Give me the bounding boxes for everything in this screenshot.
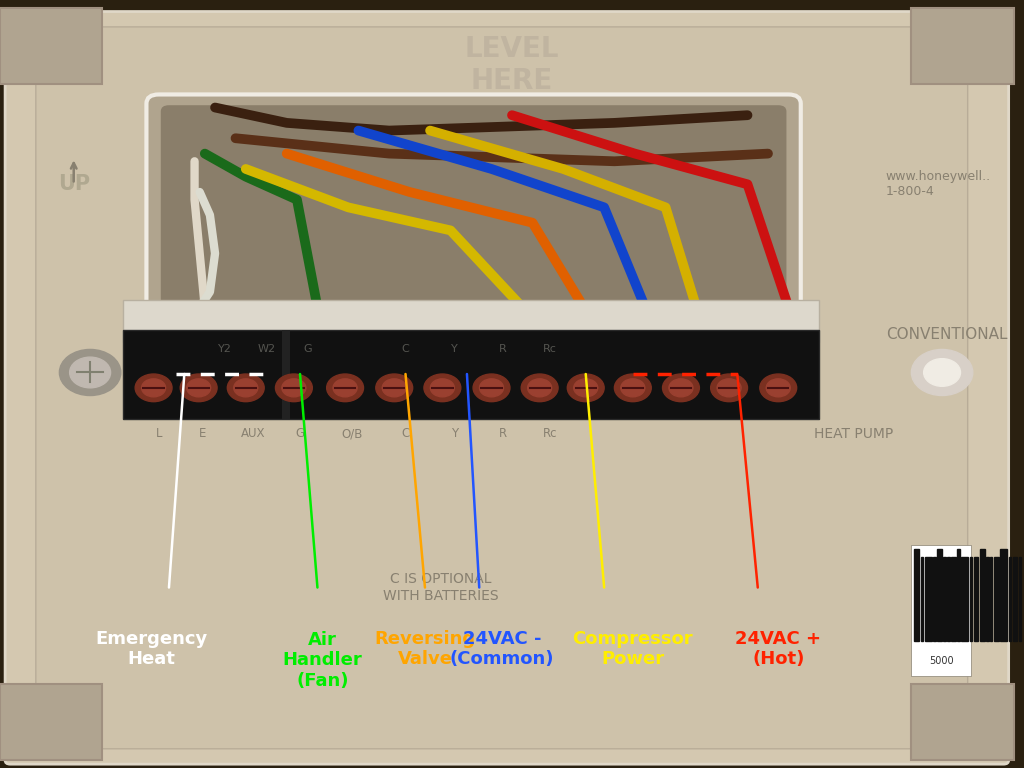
Circle shape [621, 379, 645, 397]
Bar [1019, 557, 1021, 641]
Circle shape [70, 357, 111, 388]
Text: 24VAC +
(Hot): 24VAC + (Hot) [735, 630, 821, 668]
Text: G: G [303, 343, 311, 354]
Text: 5000: 5000 [929, 657, 953, 667]
Bar [970, 557, 972, 641]
Circle shape [567, 374, 604, 402]
Circle shape [473, 374, 510, 402]
Text: Rc: Rc [543, 343, 557, 354]
Text: R: R [499, 428, 507, 440]
Bar [1009, 557, 1012, 641]
Circle shape [227, 374, 264, 402]
Circle shape [275, 374, 312, 402]
Text: Rc: Rc [543, 428, 557, 440]
Text: Compressor
Power: Compressor Power [572, 630, 693, 668]
Text: LEVEL
HERE: LEVEL HERE [465, 35, 559, 95]
Bar [1013, 557, 1018, 641]
Bar [980, 549, 985, 641]
Circle shape [186, 379, 211, 397]
Text: R: R [499, 343, 507, 354]
Circle shape [766, 379, 791, 397]
Bar [933, 557, 936, 641]
Bar [986, 557, 988, 641]
Bar [1000, 549, 1008, 641]
Text: C IS OPTIONAL
WITH BATTERIES: C IS OPTIONAL WITH BATTERIES [383, 572, 498, 603]
Text: 24VAC -
(Common): 24VAC - (Common) [450, 630, 554, 668]
Bar [990, 557, 992, 641]
Bar [957, 549, 959, 641]
Bar [937, 549, 942, 641]
FancyBboxPatch shape [146, 94, 801, 339]
Bar [921, 557, 923, 641]
Circle shape [382, 379, 407, 397]
Circle shape [376, 374, 413, 402]
Text: C: C [401, 428, 410, 440]
Text: AUX: AUX [241, 428, 265, 440]
Circle shape [911, 349, 973, 396]
Text: C: C [401, 343, 410, 354]
Circle shape [717, 379, 741, 397]
Bar [947, 557, 949, 641]
Text: Y2: Y2 [218, 343, 232, 354]
Bar [962, 557, 969, 641]
Circle shape [135, 374, 172, 402]
Circle shape [614, 374, 651, 402]
Circle shape [59, 349, 121, 396]
Circle shape [527, 379, 552, 397]
Text: Y: Y [452, 428, 458, 440]
Text: W2: W2 [257, 343, 275, 354]
FancyBboxPatch shape [36, 27, 968, 749]
Circle shape [180, 374, 217, 402]
Bar [914, 549, 920, 641]
Bar [911, 684, 1014, 760]
Bar [994, 557, 998, 641]
Text: www.honeywell..
1-800-4: www.honeywell.. 1-800-4 [886, 170, 991, 198]
Circle shape [141, 379, 166, 397]
Bar [0, 8, 102, 84]
Text: UP: UP [57, 174, 90, 194]
Circle shape [327, 374, 364, 402]
Text: Emergency
Heat: Emergency Heat [95, 630, 208, 668]
Text: G: G [296, 428, 304, 440]
Text: E: E [199, 428, 207, 440]
Text: CONVENTIONAL: CONVENTIONAL [886, 326, 1008, 342]
Bar [123, 300, 819, 342]
Circle shape [669, 379, 693, 397]
Text: Y: Y [452, 343, 458, 354]
Bar [123, 330, 819, 419]
Circle shape [430, 379, 455, 397]
Circle shape [479, 379, 504, 397]
Text: Reversing
Valve: Reversing Valve [375, 630, 475, 668]
Circle shape [573, 379, 598, 397]
Circle shape [924, 359, 961, 386]
Circle shape [711, 374, 748, 402]
Bar [282, 330, 290, 419]
Bar [974, 557, 979, 641]
Circle shape [424, 374, 461, 402]
FancyBboxPatch shape [161, 105, 786, 329]
Bar [911, 8, 1014, 84]
Bar [0, 684, 102, 760]
Bar [951, 557, 955, 641]
FancyBboxPatch shape [5, 12, 1009, 764]
Bar [911, 545, 971, 676]
Text: HEAT PUMP: HEAT PUMP [814, 427, 893, 441]
Circle shape [663, 374, 699, 402]
Text: O/B: O/B [342, 428, 362, 440]
Bar [925, 557, 932, 641]
Circle shape [521, 374, 558, 402]
Circle shape [233, 379, 258, 397]
Bar [943, 557, 946, 641]
Circle shape [333, 379, 357, 397]
Circle shape [282, 379, 306, 397]
Text: Air
Handler
(Fan): Air Handler (Fan) [283, 631, 362, 690]
Text: L: L [156, 428, 162, 440]
Circle shape [760, 374, 797, 402]
